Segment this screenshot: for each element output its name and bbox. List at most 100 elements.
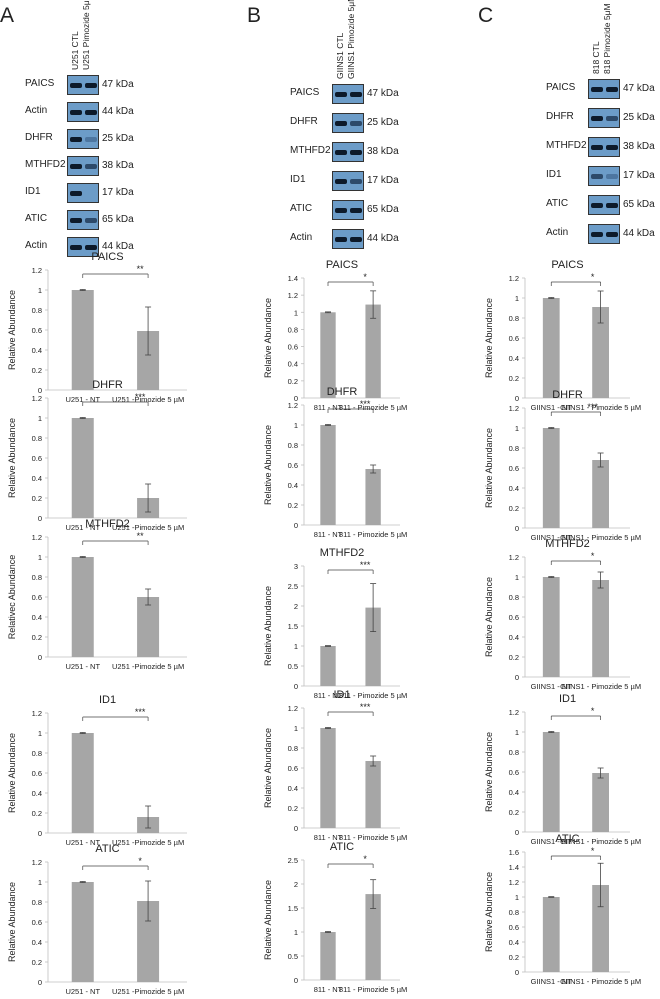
bar: [365, 469, 381, 525]
x-category-label: U251 - NT: [65, 838, 100, 847]
x-category-label: U251 -Pimozide 5 µM: [112, 662, 184, 671]
blot-strip: [67, 183, 99, 203]
kda-label: 47 kDa: [367, 88, 399, 99]
kda-label: 47 kDa: [623, 83, 655, 94]
y-tick-label: 0.8: [509, 908, 519, 917]
blot-strip: [588, 79, 620, 99]
protein-band: [591, 145, 603, 150]
y-axis-label: Relative Abundance: [7, 418, 17, 498]
protein-label: ID1: [25, 186, 41, 197]
y-tick-label: 0: [515, 673, 519, 682]
y-tick-label: 0.8: [32, 434, 42, 443]
protein-band: [70, 83, 82, 88]
y-tick-label: 0.4: [32, 613, 42, 622]
bar: [137, 331, 160, 390]
y-tick-label: 0.2: [288, 804, 298, 813]
protein-band: [350, 92, 362, 97]
protein-label: DHFR: [25, 132, 53, 143]
y-tick-label: 0.2: [509, 653, 519, 662]
bar: [71, 418, 94, 518]
bar: [365, 894, 381, 980]
y-axis-label: Relativec Abundance: [7, 555, 17, 640]
bar: [592, 307, 609, 398]
y-tick-label: 0.2: [32, 809, 42, 818]
bar: [542, 298, 560, 398]
x-category-label: 811 - NT: [314, 530, 343, 539]
lane-label: 818 Pimozide 5μM: [602, 3, 612, 74]
y-tick-label: 0.2: [32, 366, 42, 375]
significance-stars: ***: [360, 702, 371, 712]
y-tick-label: 0: [294, 394, 298, 403]
y-tick-label: 1: [515, 728, 519, 737]
protein-band: [70, 164, 82, 169]
y-tick-label: 0.4: [288, 481, 298, 490]
y-tick-label: 2.5: [288, 856, 298, 865]
protein-band: [350, 237, 362, 242]
x-category-label: U251 - NT: [65, 987, 100, 996]
x-category-label: GIINS1 - Pimozide 5 µM: [560, 403, 641, 412]
y-tick-label: 1.2: [509, 274, 519, 283]
panel-letter: C: [478, 4, 494, 27]
chart-title: MTHFD2: [85, 518, 130, 530]
protein-label: ID1: [546, 169, 562, 180]
protein-band: [335, 150, 347, 155]
blot-strip: [588, 166, 620, 186]
y-tick-label: 0.4: [32, 938, 42, 947]
protein-band: [591, 203, 603, 208]
y-tick-label: 0.8: [32, 573, 42, 582]
y-tick-label: 0.4: [509, 938, 519, 947]
y-axis-label: Relative Abundance: [263, 880, 273, 960]
protein-band: [335, 237, 347, 242]
blot-strip: [332, 84, 364, 104]
protein-label: ATIC: [25, 213, 48, 224]
blot-strip: [332, 200, 364, 220]
y-axis-label: Relative Abundance: [484, 577, 494, 657]
y-tick-label: 0.4: [509, 633, 519, 642]
y-tick-label: 0.8: [32, 306, 42, 315]
protein-band: [591, 174, 603, 179]
bar: [542, 428, 560, 528]
x-category-label: U251 -Pimozide 5 µM: [112, 523, 184, 532]
protein-band: [350, 208, 362, 213]
blot-strip: [67, 75, 99, 95]
x-category-label: GIINS1 - Pimozide 5 µM: [560, 977, 641, 986]
y-tick-label: 1: [38, 553, 42, 562]
chart-title: DHFR: [92, 379, 123, 391]
lane-label: 818 CTL: [591, 41, 601, 74]
significance-stars: **: [137, 531, 145, 541]
chart-title: DHFR: [327, 386, 358, 398]
x-category-label: 811 - Pimozide 5 µM: [339, 530, 407, 539]
lane-label: U251 CTL: [70, 31, 80, 70]
x-category-label: 811 - Pimozide 5 µM: [339, 691, 407, 700]
protein-label: Actin: [290, 232, 313, 243]
significance-stars: ***: [135, 707, 146, 717]
kda-label: 38 kDa: [102, 160, 134, 171]
y-tick-label: 2.5: [288, 582, 298, 591]
chart-title: MTHFD2: [545, 538, 590, 550]
y-tick-label: 0.6: [288, 343, 298, 352]
protein-band: [350, 121, 362, 126]
kda-label: 25 kDa: [623, 112, 655, 123]
bar: [320, 932, 336, 980]
y-tick-label: 0.8: [509, 314, 519, 323]
y-tick-label: 1: [38, 414, 42, 423]
kda-label: 44 kDa: [102, 241, 134, 252]
y-tick-label: 1: [515, 893, 519, 902]
x-category-label: GIINS1 - NT: [531, 682, 573, 691]
chart-title: PAICS: [326, 259, 358, 271]
blot-strip: [332, 171, 364, 191]
protein-band: [335, 121, 347, 126]
y-tick-label: 0.6: [509, 768, 519, 777]
y-tick-label: 1: [38, 286, 42, 295]
kda-label: 65 kDa: [623, 199, 655, 210]
y-tick-label: 1: [294, 308, 298, 317]
y-tick-label: 0.8: [32, 898, 42, 907]
y-tick-label: 0.4: [32, 346, 42, 355]
y-tick-label: 1.2: [288, 291, 298, 300]
significance-stars: *: [591, 846, 595, 856]
x-category-label: 811 - NT: [314, 403, 343, 412]
x-category-label: GIINS1 - NT: [531, 837, 573, 846]
y-tick-label: 0.6: [509, 464, 519, 473]
y-tick-label: 0.8: [288, 325, 298, 334]
protein-band: [350, 150, 362, 155]
